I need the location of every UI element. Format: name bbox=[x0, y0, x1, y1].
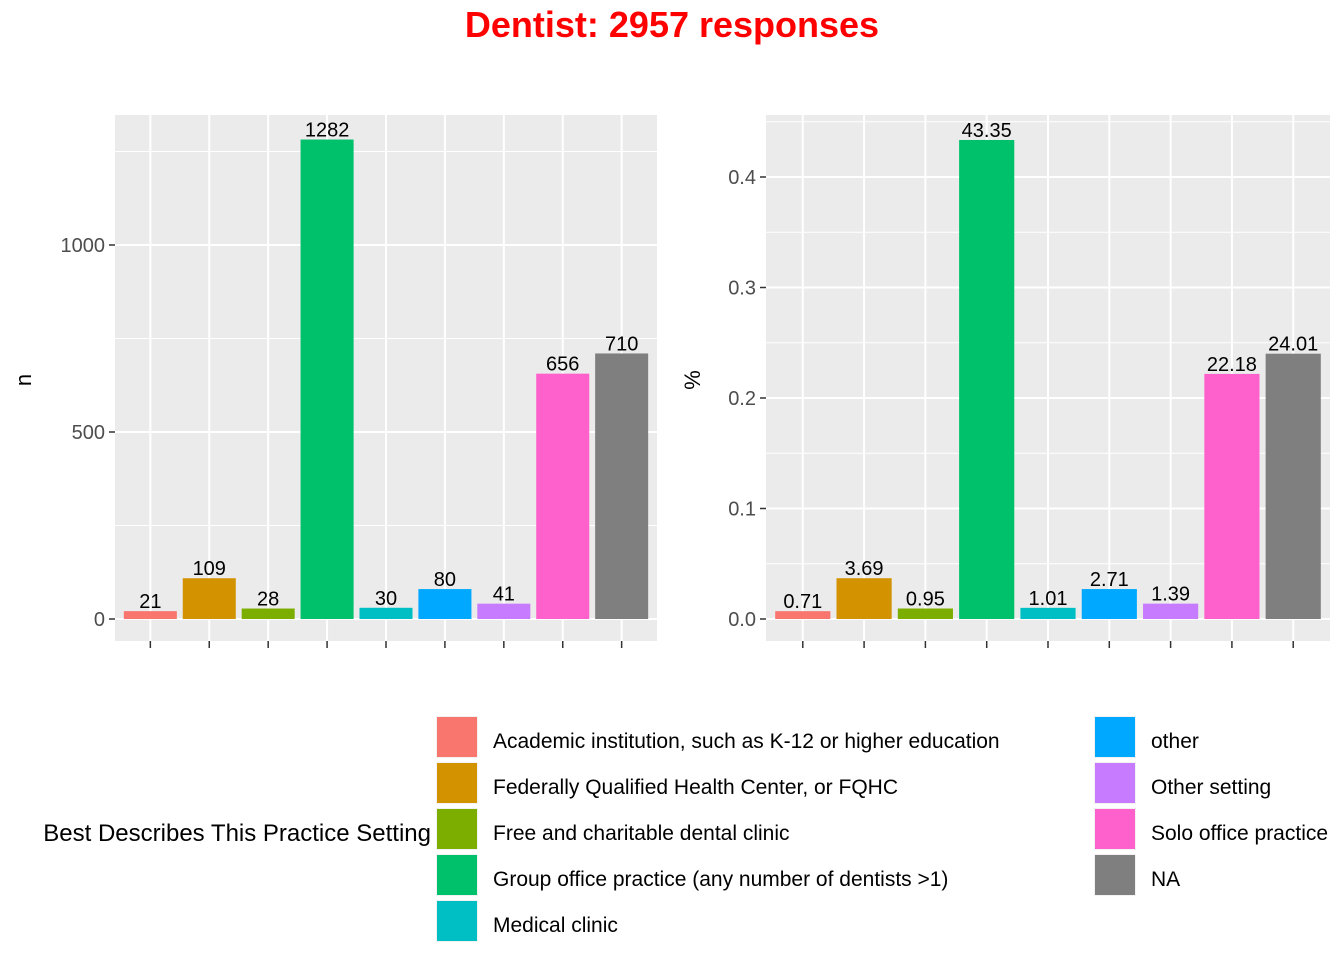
bar-9 bbox=[595, 353, 649, 619]
data-label: 43.35 bbox=[962, 120, 1012, 142]
legend-swatch bbox=[437, 855, 477, 895]
data-label: 21 bbox=[139, 591, 161, 613]
y-axis-title: % bbox=[680, 370, 705, 390]
bar-3 bbox=[897, 608, 953, 619]
bar-8 bbox=[536, 373, 590, 619]
legend-swatch bbox=[437, 717, 477, 757]
legend-item: Solo office practice bbox=[1094, 808, 1328, 850]
bar-7 bbox=[477, 603, 531, 619]
data-label: 22.18 bbox=[1207, 354, 1257, 376]
bar-9 bbox=[1265, 353, 1321, 619]
data-label: 0.71 bbox=[783, 591, 822, 613]
data-label: 109 bbox=[193, 558, 226, 580]
y-tick-label: 0 bbox=[94, 609, 105, 631]
data-label: 24.01 bbox=[1268, 334, 1318, 356]
bar-3 bbox=[241, 608, 295, 619]
bar-2 bbox=[836, 578, 892, 619]
legend-label: other bbox=[1151, 730, 1199, 753]
y-tick-label: 0.2 bbox=[728, 388, 756, 410]
legend-swatch bbox=[437, 763, 477, 803]
legend-label: Group office practice (any number of den… bbox=[493, 868, 948, 891]
y-tick-label: 1000 bbox=[61, 235, 106, 257]
bar-2 bbox=[182, 578, 236, 619]
legend-label: Solo office practice bbox=[1151, 822, 1328, 845]
legend: Best Describes This Practice Setting Aca… bbox=[43, 716, 1328, 942]
y-tick-label: 500 bbox=[72, 422, 105, 444]
bar-5 bbox=[359, 607, 413, 619]
legend-item: Federally Qualified Health Center, or FQ… bbox=[436, 762, 898, 804]
bar-5 bbox=[1020, 607, 1076, 619]
data-label: 80 bbox=[434, 569, 456, 591]
chart-title: Dentist: 2957 responses bbox=[465, 4, 879, 45]
legend-label: Free and charitable dental clinic bbox=[493, 822, 790, 845]
bar-4 bbox=[959, 139, 1015, 620]
bar-8 bbox=[1204, 373, 1260, 619]
y-tick-label: 0.0 bbox=[728, 609, 756, 631]
legend-swatch bbox=[1095, 855, 1135, 895]
y-axis-title: n bbox=[11, 374, 36, 386]
bar-1 bbox=[123, 611, 177, 619]
data-label: 2.71 bbox=[1090, 569, 1129, 591]
legend-title: Best Describes This Practice Setting bbox=[43, 820, 431, 847]
legend-item: other bbox=[1094, 716, 1199, 758]
legend-label: Federally Qualified Health Center, or FQ… bbox=[493, 776, 898, 799]
data-label: 656 bbox=[546, 354, 579, 376]
bar-4 bbox=[300, 139, 354, 620]
legend-swatch bbox=[437, 809, 477, 849]
bar-1 bbox=[775, 611, 831, 619]
data-label: 3.69 bbox=[845, 558, 884, 580]
legend-item: Group office practice (any number of den… bbox=[436, 854, 948, 896]
data-label: 28 bbox=[257, 589, 279, 611]
data-label: 1282 bbox=[305, 120, 350, 142]
panel-1: 0 500 1000 21 109 28 1282 30 80 41 656 710 n bbox=[11, 115, 657, 648]
y-tick-label: 0.1 bbox=[728, 499, 756, 521]
legend-item: Academic institution, such as K-12 or hi… bbox=[436, 716, 1000, 758]
legend-swatch bbox=[1095, 809, 1135, 849]
legend-swatch bbox=[1095, 763, 1135, 803]
legend-item: Medical clinic bbox=[436, 900, 618, 942]
data-label: 1.01 bbox=[1029, 588, 1068, 610]
data-label: 0.95 bbox=[906, 589, 945, 611]
panel-2: 0.0 0.1 0.2 0.3 0.4 0.71 3.69 0.95 43.35 1.01 2.71… bbox=[680, 115, 1330, 648]
data-label: 710 bbox=[605, 333, 638, 355]
legend-label: Medical clinic bbox=[493, 914, 618, 937]
legend-label: Academic institution, such as K-12 or hi… bbox=[493, 730, 1000, 753]
legend-item: Free and charitable dental clinic bbox=[436, 808, 790, 850]
bar-6 bbox=[418, 589, 472, 619]
bar-7 bbox=[1143, 603, 1199, 619]
y-tick-label: 0.3 bbox=[728, 278, 756, 300]
bar-6 bbox=[1081, 589, 1137, 619]
y-tick-label: 0.4 bbox=[728, 167, 756, 189]
data-label: 1.39 bbox=[1151, 584, 1190, 606]
chart-panels: 0500100021109281282308041656710n0.00.10.… bbox=[11, 115, 1330, 648]
data-label: 41 bbox=[493, 584, 515, 606]
legend-swatch bbox=[437, 901, 477, 941]
legend-swatch bbox=[1095, 717, 1135, 757]
legend-label: NA bbox=[1151, 868, 1180, 891]
data-label: 30 bbox=[375, 588, 397, 610]
legend-item: Other setting bbox=[1094, 762, 1271, 804]
legend-label: Other setting bbox=[1151, 776, 1271, 799]
legend-item: NA bbox=[1094, 854, 1180, 896]
